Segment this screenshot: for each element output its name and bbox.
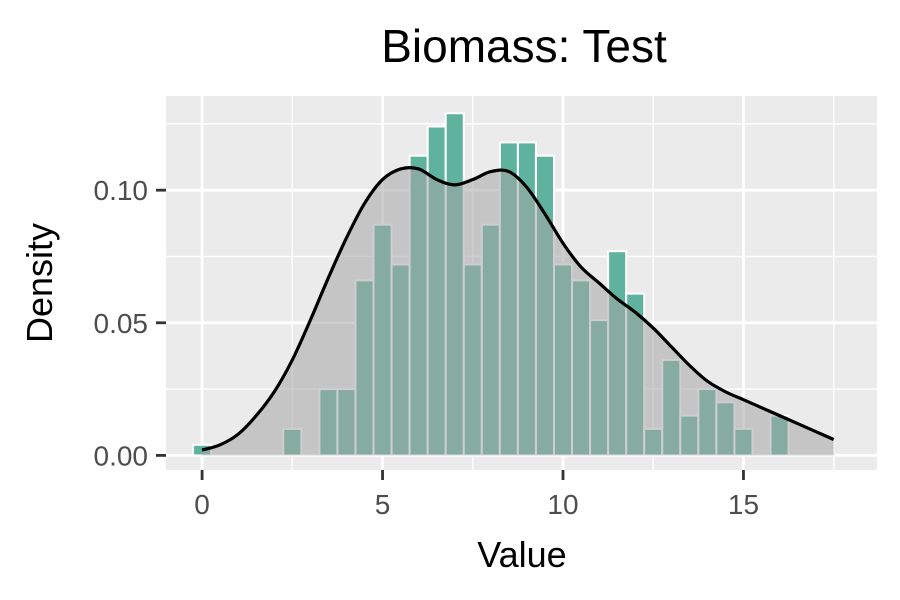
y-tick-label: 0.00 bbox=[94, 440, 149, 471]
x-axis-title: Value bbox=[477, 534, 566, 575]
x-tick-label: 10 bbox=[547, 489, 578, 520]
y-tick-label: 0.05 bbox=[94, 308, 149, 339]
x-axis: 0 5 10 15 bbox=[194, 470, 759, 520]
y-tick-label: 0.10 bbox=[94, 175, 149, 206]
x-tick-label: 0 bbox=[194, 489, 210, 520]
density-line bbox=[201, 166, 835, 452]
x-tick-label: 5 bbox=[375, 489, 391, 520]
y-axis-title: Density bbox=[19, 223, 60, 343]
y-axis: 0.00 0.05 0.10 bbox=[94, 175, 166, 471]
chart-title: Biomass: Test bbox=[381, 20, 667, 72]
density-area bbox=[202, 167, 834, 456]
x-tick-label: 15 bbox=[728, 489, 759, 520]
